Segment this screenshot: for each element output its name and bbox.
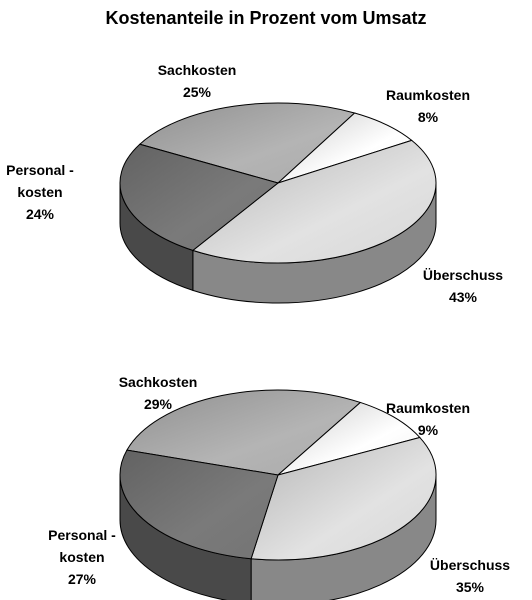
category-label: Personal - kosten: [6, 162, 74, 200]
chart-title: Kostenanteile in Prozent vom Umsatz: [105, 8, 427, 28]
value-label: 43%: [448, 289, 478, 305]
value-label: 9%: [417, 422, 439, 438]
category-label: Raumkosten: [385, 400, 471, 416]
tops: [119, 102, 437, 264]
slice-label: Überschuss 35%: [430, 554, 510, 598]
slice: [191, 139, 437, 264]
value-label: 27%: [67, 571, 97, 587]
tops: [119, 389, 437, 561]
category-label: Sachkosten: [157, 62, 237, 78]
slice: [277, 401, 421, 476]
value-label: 35%: [455, 579, 485, 595]
slice: [250, 436, 437, 561]
slice-label: Sachkosten 29%: [119, 371, 198, 415]
slice-label: Sachkosten 25%: [158, 59, 237, 103]
slice-label: Raumkosten 8%: [386, 84, 470, 128]
slice-label: Personal - kosten 24%: [6, 159, 74, 225]
slice: [119, 143, 280, 251]
value-label: 8%: [417, 109, 439, 125]
slice: [119, 449, 279, 560]
category-label: Raumkosten: [385, 87, 471, 103]
slice-label: Raumkosten 9%: [386, 397, 470, 441]
value-label: 29%: [143, 396, 173, 412]
slice: [138, 102, 356, 184]
slice-label: Überschuss 43%: [423, 264, 503, 308]
category-label: Überschuss: [429, 557, 511, 573]
category-label: Personal - kosten: [48, 527, 116, 565]
category-label: Überschuss: [422, 267, 504, 283]
category-label: Sachkosten: [118, 374, 198, 390]
slice-label: Personal - kosten 27%: [48, 524, 116, 590]
value-label: 25%: [182, 84, 212, 100]
value-label: 24%: [25, 206, 55, 222]
